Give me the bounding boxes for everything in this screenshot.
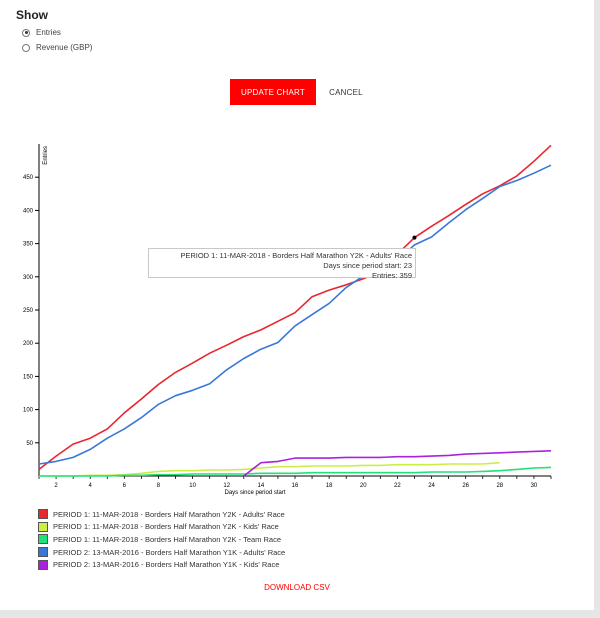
x-tick-label: 16 [292,483,299,489]
legend-item[interactable]: PERIOD 1: 11-MAR-2018 - Borders Half Mar… [38,533,285,546]
x-tick-label: 10 [189,483,196,489]
legend-swatch [38,547,48,558]
x-tick-label: 12 [223,483,230,489]
x-tick-label: 14 [258,483,265,489]
series-line-3 [38,164,552,465]
cancel-button[interactable]: CANCEL [322,79,370,105]
radio-revenue[interactable]: Revenue (GBP) [22,43,92,52]
y-tick-label: 350 [23,242,34,248]
tooltip-series: PERIOD 1: 11-MAR-2018 - Borders Half Mar… [180,251,412,260]
hover-point-marker [412,235,417,240]
tooltip-entries: Entries: 359 [371,271,412,280]
radio-button-revenue[interactable] [22,43,30,52]
y-tick-label: 100 [23,408,34,414]
legend-label: PERIOD 1: 11-MAR-2018 - Borders Half Mar… [53,522,279,532]
x-tick-label: 26 [462,483,469,489]
y-tick-label: 150 [23,374,34,380]
legend-item[interactable]: PERIOD 1: 11-MAR-2018 - Borders Half Mar… [38,521,285,534]
x-tick-label: 30 [531,483,538,489]
legend-label: PERIOD 2: 13-MAR-2016 - Borders Half Mar… [53,560,280,570]
tooltip-days: Days since period start: 23 [323,261,412,270]
radio-button-entries[interactable] [22,28,30,37]
x-tick-label: 8 [157,483,161,489]
x-tick-label: 28 [496,483,503,489]
legend-label: PERIOD 1: 11-MAR-2018 - Borders Half Mar… [53,509,285,519]
update-chart-button[interactable]: UPDATE CHART [230,79,316,105]
x-tick-label: 4 [89,483,93,489]
y-tick-label: 300 [23,275,34,281]
y-tick-label: 400 [23,208,34,214]
show-heading: Show [16,8,48,22]
legend-label: PERIOD 1: 11-MAR-2018 - Borders Half Mar… [53,534,282,544]
legend-swatch [38,534,48,545]
chart-tooltip: PERIOD 1: 11-MAR-2018 - Borders Half Mar… [148,248,416,280]
legend-item[interactable]: PERIOD 1: 11-MAR-2018 - Borders Half Mar… [38,508,285,521]
x-tick-label: 6 [123,483,127,489]
x-tick-label: 22 [394,483,401,489]
radio-label-revenue: Revenue (GBP) [36,43,93,52]
x-axis-label: Days since period start [224,490,285,496]
x-tick-label: 24 [428,483,435,489]
series-line-0 [38,144,552,471]
y-tick-label: 50 [26,441,33,447]
y-tick-label: 200 [23,341,34,347]
y-axis-label: Entries [43,146,49,165]
legend-swatch [38,509,48,520]
legend-item[interactable]: PERIOD 2: 13-MAR-2016 - Borders Half Mar… [38,546,285,559]
x-tick-label: 18 [326,483,333,489]
legend-item[interactable]: PERIOD 2: 13-MAR-2016 - Borders Half Mar… [38,558,285,571]
x-tick-label: 20 [360,483,367,489]
y-tick-label: 250 [23,308,34,314]
chart-legend: PERIOD 1: 11-MAR-2018 - Borders Half Mar… [38,508,285,571]
y-tick-label: 450 [23,175,34,181]
legend-swatch [38,559,48,570]
radio-label-entries: Entries [36,28,61,37]
series-line-2 [39,466,552,477]
series-line-4 [243,450,552,477]
download-csv-link[interactable]: DOWNLOAD CSV [264,583,330,592]
legend-label: PERIOD 2: 13-MAR-2016 - Borders Half Mar… [53,547,286,557]
x-tick-label: 2 [54,483,58,489]
radio-entries[interactable]: Entries [22,28,61,37]
legend-swatch [38,521,48,532]
